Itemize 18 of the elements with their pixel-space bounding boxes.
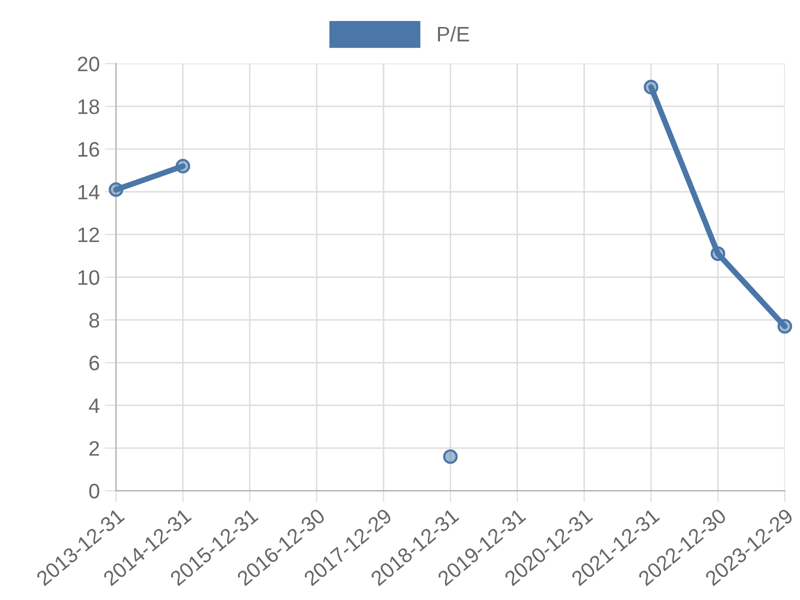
y-tick-label: 10	[78, 270, 100, 285]
y-tick-label: 18	[78, 99, 100, 114]
point	[176, 158, 190, 174]
y-tick-label: 6	[90, 356, 100, 370]
point	[710, 246, 726, 261]
y-tick-label: 16	[78, 142, 100, 157]
point	[443, 449, 458, 464]
y-tick-label: 14	[78, 184, 100, 200]
point	[108, 182, 124, 197]
y-tick-label: 2	[89, 441, 99, 456]
y-tick-label: 0	[89, 484, 100, 499]
legend-label: P/E	[438, 26, 470, 42]
y-tick-label: 12	[78, 227, 99, 242]
y-tick-label: 4	[88, 398, 100, 413]
y-tick-label: 20	[78, 56, 100, 72]
y-tick-label: 8	[89, 312, 100, 328]
point	[644, 80, 658, 94]
point	[778, 319, 792, 334]
